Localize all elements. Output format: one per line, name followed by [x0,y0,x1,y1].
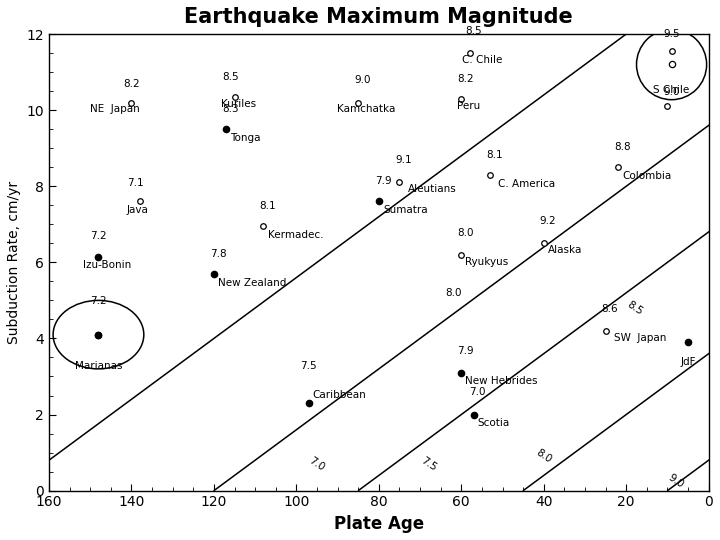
Text: 7.5: 7.5 [300,361,317,371]
Text: 8.5: 8.5 [465,26,482,36]
Text: 7.8: 7.8 [210,248,226,259]
Text: 8.5: 8.5 [625,299,644,317]
Text: 8.0: 8.0 [445,288,462,299]
Text: Colombia: Colombia [622,171,671,181]
Text: Peru: Peru [457,100,480,111]
Text: 8.6: 8.6 [601,303,618,314]
Text: 8.1: 8.1 [259,201,276,211]
Text: Kamchatka: Kamchatka [337,104,396,114]
Text: Sumatra: Sumatra [383,205,428,215]
Text: 7.9: 7.9 [374,176,392,186]
Text: 8.5: 8.5 [222,72,239,82]
Text: 7.0: 7.0 [307,455,327,472]
Text: Kermadec.: Kermadec. [268,230,323,240]
Text: 7.1: 7.1 [127,178,144,188]
Text: Alaska: Alaska [548,245,582,255]
Text: 7.9: 7.9 [457,346,474,355]
Text: 9.1: 9.1 [395,156,412,165]
Text: 9.5: 9.5 [663,29,680,39]
X-axis label: Plate Age: Plate Age [334,515,424,533]
Y-axis label: Subduction Rate, cm/yr: Subduction Rate, cm/yr [7,181,21,344]
Text: SW  Japan: SW Japan [614,333,666,343]
Text: Caribbean: Caribbean [313,390,366,400]
Text: 9.0: 9.0 [666,472,685,490]
Text: 8.2: 8.2 [123,79,140,89]
Text: C. America: C. America [498,179,556,188]
Text: C. Chile: C. Chile [462,55,502,65]
Text: 7.2: 7.2 [90,232,107,241]
Text: Izu-Bonin: Izu-Bonin [83,260,131,271]
Text: Ryukyus: Ryukyus [465,256,508,267]
Text: 8.0: 8.0 [534,448,554,465]
Text: Java: Java [126,205,148,215]
Text: 7.2: 7.2 [90,296,107,306]
Title: Earthquake Maximum Magnitude: Earthquake Maximum Magnitude [184,7,573,27]
Text: Aleutians: Aleutians [408,184,456,194]
Text: New Hebrides: New Hebrides [465,376,538,387]
Text: 8.8: 8.8 [614,142,631,152]
Text: Kuriles: Kuriles [221,99,256,109]
Text: New Zealand: New Zealand [218,278,287,288]
Text: JdF: JdF [680,357,696,367]
Text: Marianas: Marianas [75,361,122,372]
Text: 8.0: 8.0 [457,228,474,238]
Text: 7.5: 7.5 [418,455,438,473]
Text: S Chile: S Chile [654,85,690,96]
Text: 8.1: 8.1 [486,150,503,160]
Text: Scotia: Scotia [478,418,510,428]
Text: 9.0: 9.0 [663,87,680,97]
Text: NE  Japan: NE Japan [90,104,140,114]
Text: 8.2: 8.2 [457,73,474,84]
Text: 9.0: 9.0 [354,76,371,85]
Text: 9.2: 9.2 [539,216,557,226]
Text: Tonga: Tonga [230,133,261,143]
Text: 7.0: 7.0 [469,387,486,397]
Text: 8.3: 8.3 [222,104,239,114]
